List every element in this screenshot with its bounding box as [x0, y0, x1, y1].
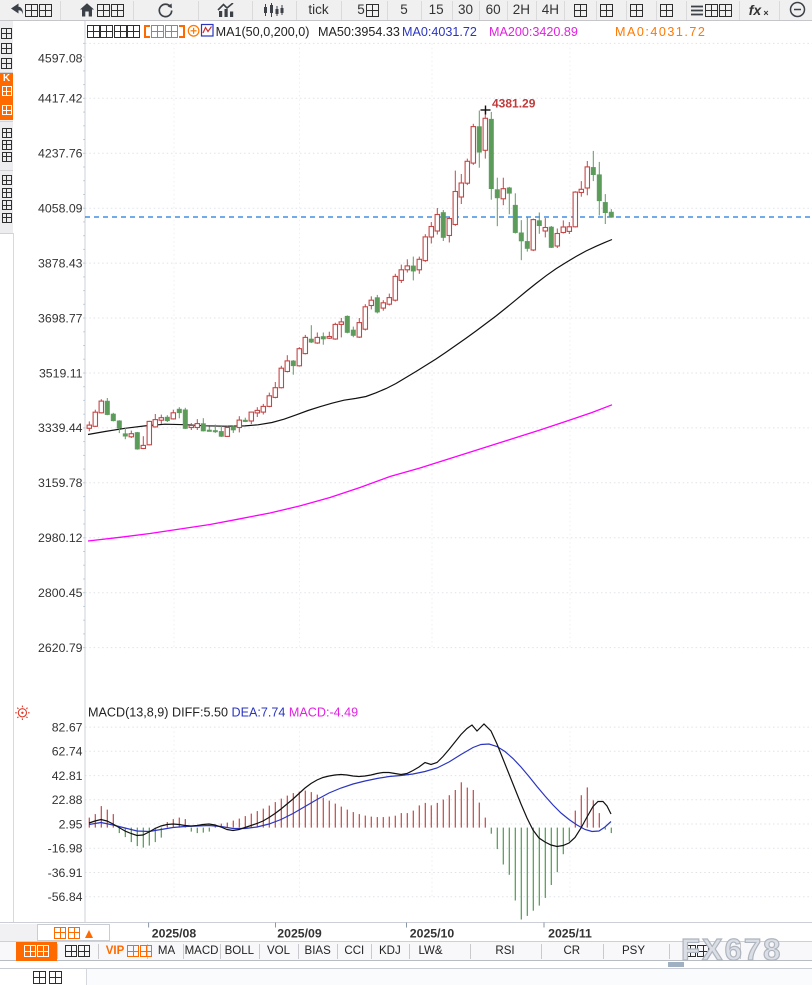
svg-text:MA200:3420.89: MA200:3420.89: [489, 25, 578, 39]
svg-text:-16.98: -16.98: [48, 842, 83, 856]
svg-text:82.67: 82.67: [52, 720, 83, 734]
svg-text:MA0:4031.72: MA0:4031.72: [615, 25, 706, 39]
svg-text:3698.77: 3698.77: [38, 311, 83, 325]
svg-text:4381.29: 4381.29: [492, 97, 536, 111]
svg-text:MA1(50,0,200,0): MA1(50,0,200,0): [216, 25, 310, 39]
svg-text:4417.42: 4417.42: [38, 92, 83, 106]
svg-text:2980.12: 2980.12: [38, 531, 83, 545]
svg-text:-36.91: -36.91: [48, 866, 83, 880]
svg-text:4237.76: 4237.76: [38, 147, 83, 161]
svg-text:3519.11: 3519.11: [39, 366, 83, 380]
svg-text:2025/08: 2025/08: [152, 927, 197, 941]
svg-text:3878.43: 3878.43: [38, 256, 83, 270]
svg-text:4597.08: 4597.08: [38, 52, 83, 66]
svg-text:3339.44: 3339.44: [38, 421, 83, 435]
svg-text:2025/10: 2025/10: [410, 927, 455, 941]
svg-text:MACD(13,8,9) DIFF:5.50 DEA:7.: MACD(13,8,9) DIFF:5.50 DEA:7.74 MACD:-4.…: [88, 706, 358, 720]
svg-text:4058.09: 4058.09: [38, 202, 83, 216]
svg-text:MA0:4031.72: MA0:4031.72: [402, 25, 477, 39]
svg-text:42.81: 42.81: [52, 769, 83, 783]
svg-text:2025/09: 2025/09: [277, 927, 322, 941]
svg-text:3159.78: 3159.78: [38, 476, 83, 490]
svg-text:22.88: 22.88: [52, 793, 83, 807]
svg-text:62.74: 62.74: [52, 745, 83, 759]
svg-text:2800.45: 2800.45: [38, 586, 83, 600]
svg-text:2.95: 2.95: [59, 817, 83, 831]
svg-text:-56.84: -56.84: [48, 890, 83, 904]
svg-text:2620.79: 2620.79: [38, 641, 83, 655]
svg-text:2025/11: 2025/11: [548, 927, 592, 941]
svg-text:MA50:3954.33: MA50:3954.33: [318, 25, 400, 39]
